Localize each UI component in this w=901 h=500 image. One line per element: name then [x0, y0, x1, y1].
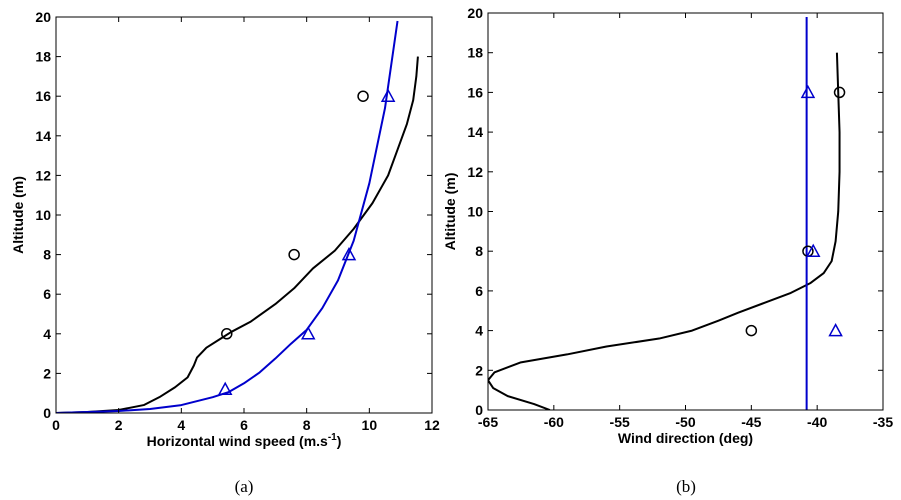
plot-area: [488, 16, 841, 410]
x-tick-label: -40: [807, 414, 827, 430]
y-axis-label: Altitude (m): [10, 176, 26, 254]
y-tick-label: 16: [35, 88, 51, 104]
series-line-1: [56, 20, 399, 413]
data-point-triangle: [300, 326, 316, 340]
data-point-circle: [745, 324, 758, 337]
y-tick-label: 0: [475, 402, 483, 418]
x-tick-label: -55: [610, 414, 630, 430]
x-axis-label: Horizontal wind speed (m.s-1): [147, 432, 342, 449]
x-tick-label: 10: [362, 417, 378, 433]
y-tick-label: 2: [43, 365, 51, 381]
x-tick-label: 2: [115, 417, 123, 433]
y-tick-label: 20: [35, 9, 51, 25]
x-tick-label: 12: [424, 417, 440, 433]
x-tick-label: -50: [675, 414, 695, 430]
x-axis-label: Wind direction (deg): [618, 430, 753, 446]
y-tick-label: 18: [467, 45, 483, 61]
x-tick-label: -45: [741, 414, 761, 430]
y-tick-label: 8: [475, 243, 483, 259]
axes-frame: [487, 12, 884, 411]
y-tick-label: 14: [35, 128, 51, 144]
chart-panel-a: 0 2 4 6 8 10 12 0 2 4 6 8 10 12 14 16 18 20 Horizontal win…: [10, 9, 440, 496]
y-tick-label: 0: [43, 405, 51, 421]
y-tick-label: 20: [467, 5, 483, 21]
y-tick-label: 18: [35, 49, 51, 65]
panel-caption: (a): [235, 477, 254, 496]
x-tick-label: 4: [177, 417, 185, 433]
x-tick-label: -65: [478, 414, 498, 430]
y-tick-label: 6: [43, 286, 51, 302]
data-point-triangle: [341, 247, 357, 261]
data-point-circle: [288, 248, 300, 261]
y-tick-label: 6: [475, 283, 483, 299]
x-tick-label: 0: [52, 417, 60, 433]
chart-panel-b: -65 -60 -55 -50 -45 -40 -35 0 2 4 6 8 10 12 14 16 18 20 Wi…: [442, 5, 893, 496]
y-tick-label: 2: [475, 362, 483, 378]
data-point-triangle: [828, 323, 843, 337]
data-point-triangle: [217, 381, 233, 395]
y-tick-label: 4: [43, 326, 51, 342]
y-tick-label: 12: [467, 164, 483, 180]
y-axis-label: Altitude (m): [442, 173, 458, 251]
x-tick-label: -60: [544, 414, 564, 430]
panel-caption: (b): [676, 477, 696, 496]
data-point-triangle: [805, 243, 821, 257]
axes-frame: [55, 16, 433, 414]
y-tick-label: 14: [467, 124, 483, 140]
x-tick-label: 6: [240, 417, 248, 433]
data-point-circle: [833, 86, 846, 99]
data-point-circle: [221, 328, 233, 340]
plot-area: [56, 20, 419, 413]
series-line-0: [488, 52, 841, 410]
y-tick-label: 4: [475, 323, 483, 339]
series-line-0: [56, 56, 419, 413]
x-tick-label: 8: [303, 417, 311, 433]
y-tick-label: 10: [35, 207, 51, 223]
y-tick-label: 8: [43, 247, 51, 263]
data-point-triangle: [800, 84, 816, 99]
y-tick-label: 12: [35, 167, 51, 183]
data-point-triangle: [380, 88, 396, 102]
y-tick-label: 10: [467, 204, 483, 220]
x-tick-label: -35: [873, 414, 893, 430]
data-point-circle: [357, 90, 369, 102]
y-tick-label: 16: [467, 84, 483, 100]
